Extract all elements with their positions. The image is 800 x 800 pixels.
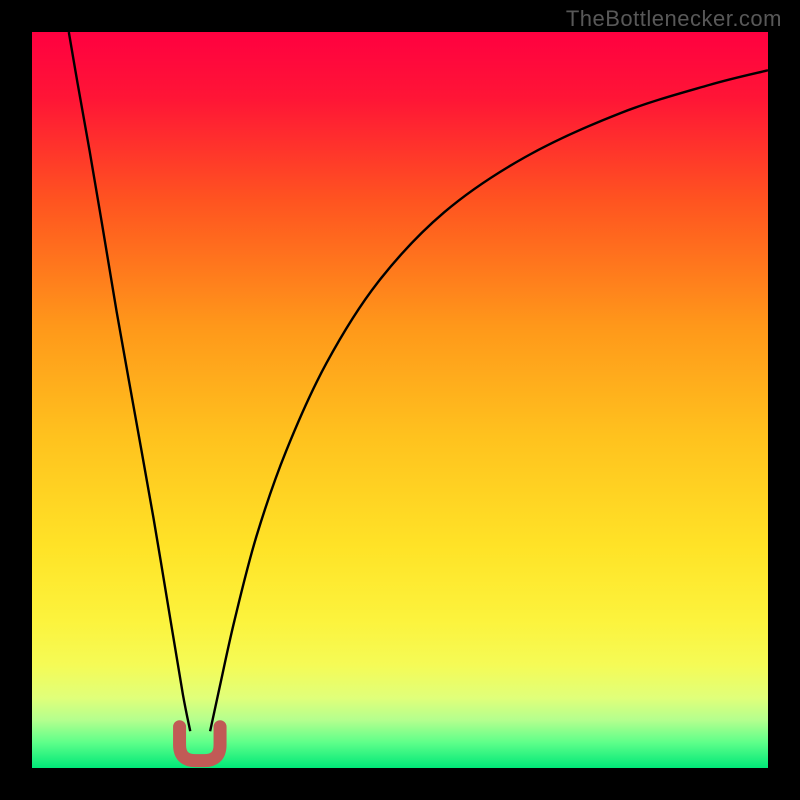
watermark-text: TheBottlenecker.com — [566, 6, 782, 32]
plot-background — [32, 32, 768, 768]
bottleneck-chart-svg — [32, 32, 768, 768]
plot-area — [32, 32, 768, 768]
chart-frame: TheBottlenecker.com — [0, 0, 800, 800]
